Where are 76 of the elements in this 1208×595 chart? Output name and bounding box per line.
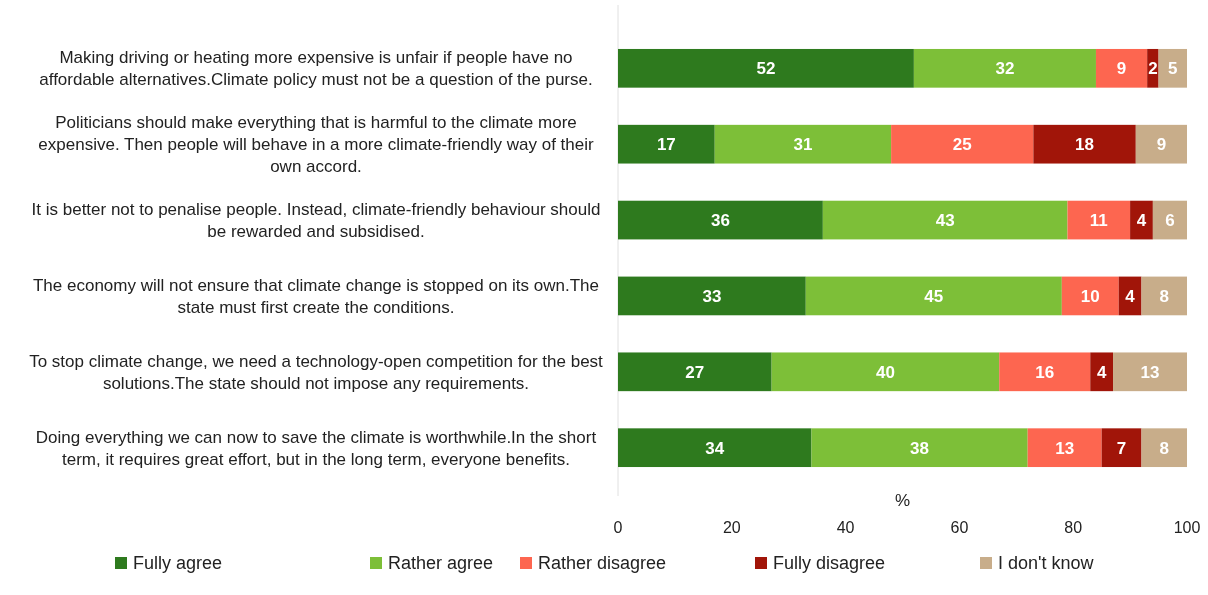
bar xyxy=(618,48,914,88)
data-label: 25 xyxy=(952,135,972,155)
legend-label: Fully agree xyxy=(133,553,223,574)
data-label: 8 xyxy=(1159,438,1169,458)
data-label: 13 xyxy=(1140,362,1160,382)
data-label: 18 xyxy=(1075,135,1095,155)
bar xyxy=(1027,428,1102,468)
data-label: 36 xyxy=(710,211,730,231)
bar xyxy=(714,124,892,164)
bar xyxy=(1158,48,1187,88)
data-label: 17 xyxy=(656,135,676,155)
bar xyxy=(618,352,772,392)
data-label: 8 xyxy=(1159,286,1169,306)
data-label: 9 xyxy=(1156,135,1167,155)
data-label: 43 xyxy=(935,211,955,231)
x-axis-title: % xyxy=(894,490,911,510)
bar xyxy=(1090,352,1114,392)
x-tick-label: 60 xyxy=(950,518,969,536)
data-label: 6 xyxy=(1165,211,1175,231)
data-label: 11 xyxy=(1089,211,1108,231)
data-label: 40 xyxy=(875,362,895,382)
data-label: 9 xyxy=(1116,59,1127,79)
data-label: 16 xyxy=(1035,362,1055,382)
bar xyxy=(1033,124,1136,164)
bar xyxy=(805,276,1062,316)
data-label: 7 xyxy=(1116,438,1127,458)
bar xyxy=(1141,276,1187,316)
bar xyxy=(1141,428,1187,468)
data-label: 4 xyxy=(1125,286,1136,306)
y-tick-label: It is better not to penalise people. Instead, climate-friendly behaviour should be rewarded and subsidised. xyxy=(31,200,601,242)
data-label: 45 xyxy=(924,286,944,306)
y-tick-label: To stop climate change, we need a technology-open competition for the best solutions.The state should not impose any requirements. xyxy=(29,351,604,393)
x-tick-label: 80 xyxy=(1064,518,1083,536)
legend-label: Rather disagree xyxy=(538,553,667,574)
y-tick-label: The economy will not ensure that climate change is stopped on its own.The state must first create the conditions. xyxy=(32,275,600,317)
bar xyxy=(618,276,806,316)
bar xyxy=(1061,276,1119,316)
bar xyxy=(618,200,823,240)
bar xyxy=(618,124,715,164)
bar xyxy=(1101,428,1142,468)
data-label: 2 xyxy=(1148,59,1158,79)
data-label: 4 xyxy=(1136,211,1147,231)
bar xyxy=(771,352,1000,392)
bar xyxy=(999,352,1091,392)
data-label: 32 xyxy=(995,59,1015,79)
data-label: 38 xyxy=(910,438,930,458)
bar xyxy=(913,48,1096,88)
bar xyxy=(1130,200,1153,240)
data-label: 13 xyxy=(1055,438,1075,458)
bar xyxy=(811,428,1028,468)
x-tick-label: 0 xyxy=(613,518,623,536)
bar xyxy=(891,124,1034,164)
data-label: 10 xyxy=(1080,286,1100,306)
x-tick-label: 100 xyxy=(1173,518,1201,536)
bar xyxy=(1095,48,1148,88)
legend-label: Rather agree xyxy=(388,553,494,574)
data-label: 52 xyxy=(756,59,776,79)
x-tick-label: 20 xyxy=(722,518,741,536)
data-label: 27 xyxy=(685,362,705,382)
bar xyxy=(1152,200,1187,240)
data-label: 5 xyxy=(1168,59,1178,79)
data-label: 33 xyxy=(702,286,722,306)
legend-label: Fully disagree xyxy=(773,553,886,574)
bar xyxy=(618,428,812,468)
bar xyxy=(1135,124,1187,164)
data-label: 4 xyxy=(1096,362,1107,382)
legend-label: I don't know xyxy=(998,553,1095,574)
data-label: 34 xyxy=(705,438,725,458)
y-tick-label: Making driving or heating more expensive is unfair if people have no affordable alternatives.Climate policy must not be a question of the purse. xyxy=(39,48,593,90)
data-label: 31 xyxy=(793,135,813,155)
y-tick-label: Politicians should make everything that is harmful to the climate more expensive. Then people will behave in a more climate-friendly way of their own accord. xyxy=(38,113,594,177)
x-tick-label: 40 xyxy=(836,518,855,536)
bar xyxy=(822,200,1068,240)
y-tick-label: Doing everything we can now to save the climate is worthwhile.In the short term, it requires great effort, but in the long term, everyone benefits. xyxy=(35,427,597,469)
bar xyxy=(1067,200,1131,240)
bar xyxy=(1113,352,1187,392)
